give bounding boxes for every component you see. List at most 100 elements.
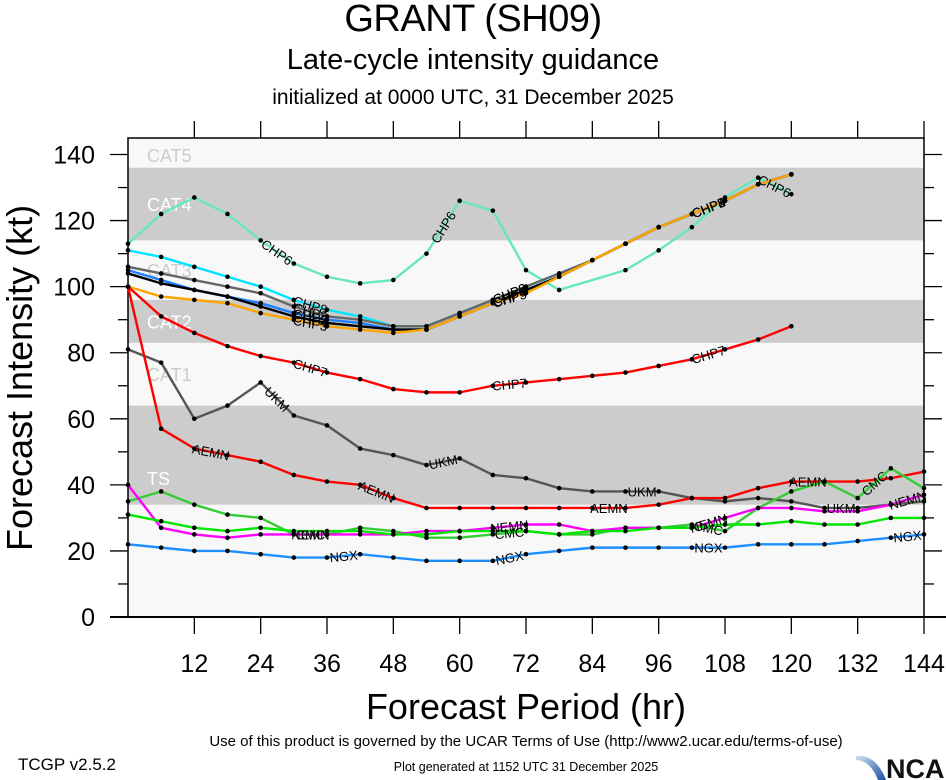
data-point (523, 267, 529, 273)
data-point (225, 274, 230, 280)
data-point (689, 211, 695, 217)
series-label-text: UKM (827, 501, 856, 516)
data-point (158, 545, 164, 550)
data-point (158, 426, 164, 432)
data-point (225, 528, 230, 534)
data-point (424, 251, 429, 256)
data-point (689, 224, 695, 230)
data-point (689, 525, 695, 531)
series-label-text: NEMN (490, 517, 530, 536)
data-point (556, 287, 562, 293)
series-label-chp4: CHP4 (292, 309, 329, 330)
data-point (125, 241, 131, 247)
data-point (523, 380, 529, 385)
data-point (523, 475, 529, 481)
data-point (590, 528, 595, 534)
series-label-text: UKM (628, 484, 657, 499)
data-point (623, 241, 628, 247)
data-point (623, 528, 628, 534)
data-point (258, 459, 263, 465)
data-point (225, 452, 230, 458)
data-point (722, 545, 728, 550)
data-point (158, 254, 164, 260)
data-point (391, 452, 396, 458)
series-label-text: UKM (428, 452, 459, 472)
data-point (125, 347, 131, 352)
data-point (590, 545, 595, 550)
series-label-text: AEMN (590, 501, 628, 516)
data-point (755, 522, 761, 527)
data-point (789, 323, 794, 329)
data-point (291, 261, 297, 266)
data-point (192, 287, 197, 293)
data-point (490, 383, 496, 389)
data-point (623, 525, 628, 531)
data-point (656, 545, 661, 550)
data-point (590, 505, 595, 511)
data-point (291, 413, 297, 418)
data-point (789, 191, 794, 197)
data-point (357, 281, 363, 286)
data-point (457, 558, 462, 564)
data-point (556, 548, 562, 554)
x-tick-label: 144 (903, 650, 945, 678)
data-point (158, 271, 164, 276)
data-point (424, 558, 429, 564)
data-point (789, 542, 794, 547)
data-point (324, 314, 330, 319)
band-cat2 (128, 299, 924, 343)
data-point (291, 360, 297, 365)
data-point (656, 224, 661, 230)
data-point (921, 469, 927, 474)
data-point (822, 505, 827, 511)
series-label-text: CHP3 (292, 313, 329, 334)
data-point (490, 297, 496, 303)
data-point (291, 314, 297, 319)
data-point (556, 522, 562, 527)
data-point (789, 489, 794, 494)
data-point (125, 267, 131, 273)
data-point (424, 528, 429, 534)
band-ts (128, 405, 924, 505)
data-point (855, 522, 860, 527)
data-point (225, 535, 230, 541)
data-point (324, 479, 330, 484)
data-point (258, 532, 263, 537)
data-point (391, 323, 396, 329)
data-point (590, 257, 595, 263)
data-point (789, 172, 794, 177)
data-point (722, 347, 728, 352)
data-point (921, 515, 927, 521)
data-point (158, 314, 164, 319)
data-point (789, 505, 794, 511)
data-point (291, 304, 297, 309)
series-label-text: CMC (494, 524, 525, 542)
data-point (158, 281, 164, 286)
data-point (125, 499, 131, 504)
data-point (523, 290, 529, 296)
series-label-chp3: CHP3 (292, 313, 329, 334)
data-point (590, 489, 595, 494)
series-label-text: AEMN (191, 441, 231, 463)
y-tick-label: 100 (53, 274, 95, 302)
data-point (192, 330, 197, 336)
x-tick-label: 72 (512, 650, 540, 678)
series-label-ngx: NGX (329, 547, 359, 565)
data-point (755, 175, 761, 180)
x-tick-label: 120 (770, 650, 812, 678)
data-point (357, 327, 363, 332)
data-point (125, 264, 131, 270)
series-label-chp7: CHP7 (491, 375, 527, 393)
y-tick-label: 120 (53, 208, 95, 236)
data-point (888, 466, 894, 471)
data-point (656, 489, 661, 494)
data-point (789, 518, 794, 524)
data-point (722, 522, 728, 527)
data-point (192, 525, 197, 531)
band-label-ts: TS (147, 469, 170, 489)
data-point (888, 475, 894, 481)
data-point (357, 532, 363, 537)
data-point (192, 195, 197, 200)
data-point (324, 532, 330, 537)
